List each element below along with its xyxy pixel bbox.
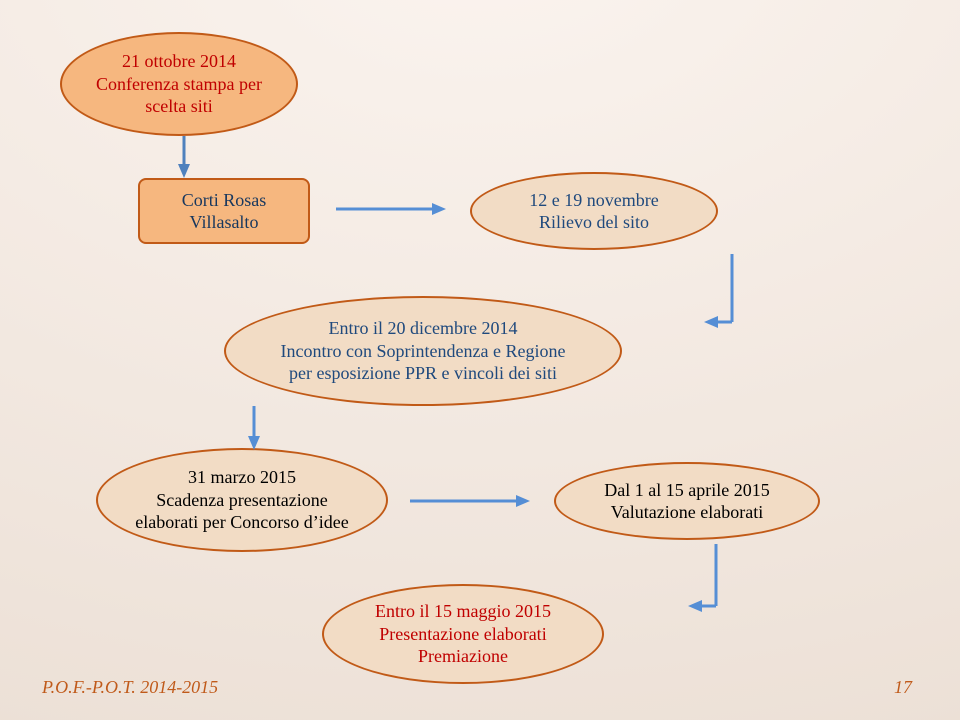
node-incontro-soprintendenza: Entro il 20 dicembre 2014 Incontro con S… xyxy=(224,296,622,406)
node-corti-rosas: Corti Rosas Villasalto xyxy=(138,178,310,244)
node-scadenza-concorso: 31 marzo 2015 Scadenza presentazione ela… xyxy=(96,448,388,552)
n5-line3: elaborati per Concorso d’idee xyxy=(135,511,348,534)
n6-line1: Dal 1 al 15 aprile 2015 xyxy=(604,479,769,502)
n5-line2: Scadenza presentazione xyxy=(135,489,348,512)
n4-line3: per esposizione PPR e vincoli dei siti xyxy=(281,362,566,385)
footer-left: P.O.F.-P.O.T. 2014-2015 xyxy=(42,677,218,698)
node-premiazione: Entro il 15 maggio 2015 Presentazione el… xyxy=(322,584,604,684)
n3-line1: 12 e 19 novembre xyxy=(529,189,658,212)
n2-line2: Villasalto xyxy=(182,211,267,234)
node-valutazione-elaborati: Dal 1 al 15 aprile 2015 Valutazione elab… xyxy=(554,462,820,540)
n3-line2: Rilievo del sito xyxy=(529,211,658,234)
n2-line1: Corti Rosas xyxy=(182,189,267,212)
n6-line2: Valutazione elaborati xyxy=(604,501,769,524)
node-rilievo-sito: 12 e 19 novembre Rilievo del sito xyxy=(470,172,718,250)
arrow-n4-to-n5 xyxy=(242,406,266,450)
n1-line3: scelta siti xyxy=(96,95,262,118)
node-conferenza-stampa: 21 ottobre 2014 Conferenza stampa per sc… xyxy=(60,32,298,136)
n4-line1: Entro il 20 dicembre 2014 xyxy=(281,317,566,340)
n1-line2: Conferenza stampa per xyxy=(96,73,262,96)
arrow-n6-to-n7 xyxy=(688,544,722,614)
n4-line2: Incontro con Soprintendenza e Regione xyxy=(281,340,566,363)
arrow-n2-to-n3 xyxy=(336,194,446,224)
n7-line3: Premiazione xyxy=(375,645,551,668)
n7-line2: Presentazione elaborati xyxy=(375,623,551,646)
n7-line1: Entro il 15 maggio 2015 xyxy=(375,600,551,623)
n5-line1: 31 marzo 2015 xyxy=(135,466,348,489)
n1-line1: 21 ottobre 2014 xyxy=(96,50,262,73)
arrow-n5-to-n6 xyxy=(410,486,530,516)
arrow-n3-to-n4 xyxy=(704,254,738,330)
arrow-n1-to-n2 xyxy=(172,136,196,178)
footer-page-number: 17 xyxy=(894,677,912,698)
